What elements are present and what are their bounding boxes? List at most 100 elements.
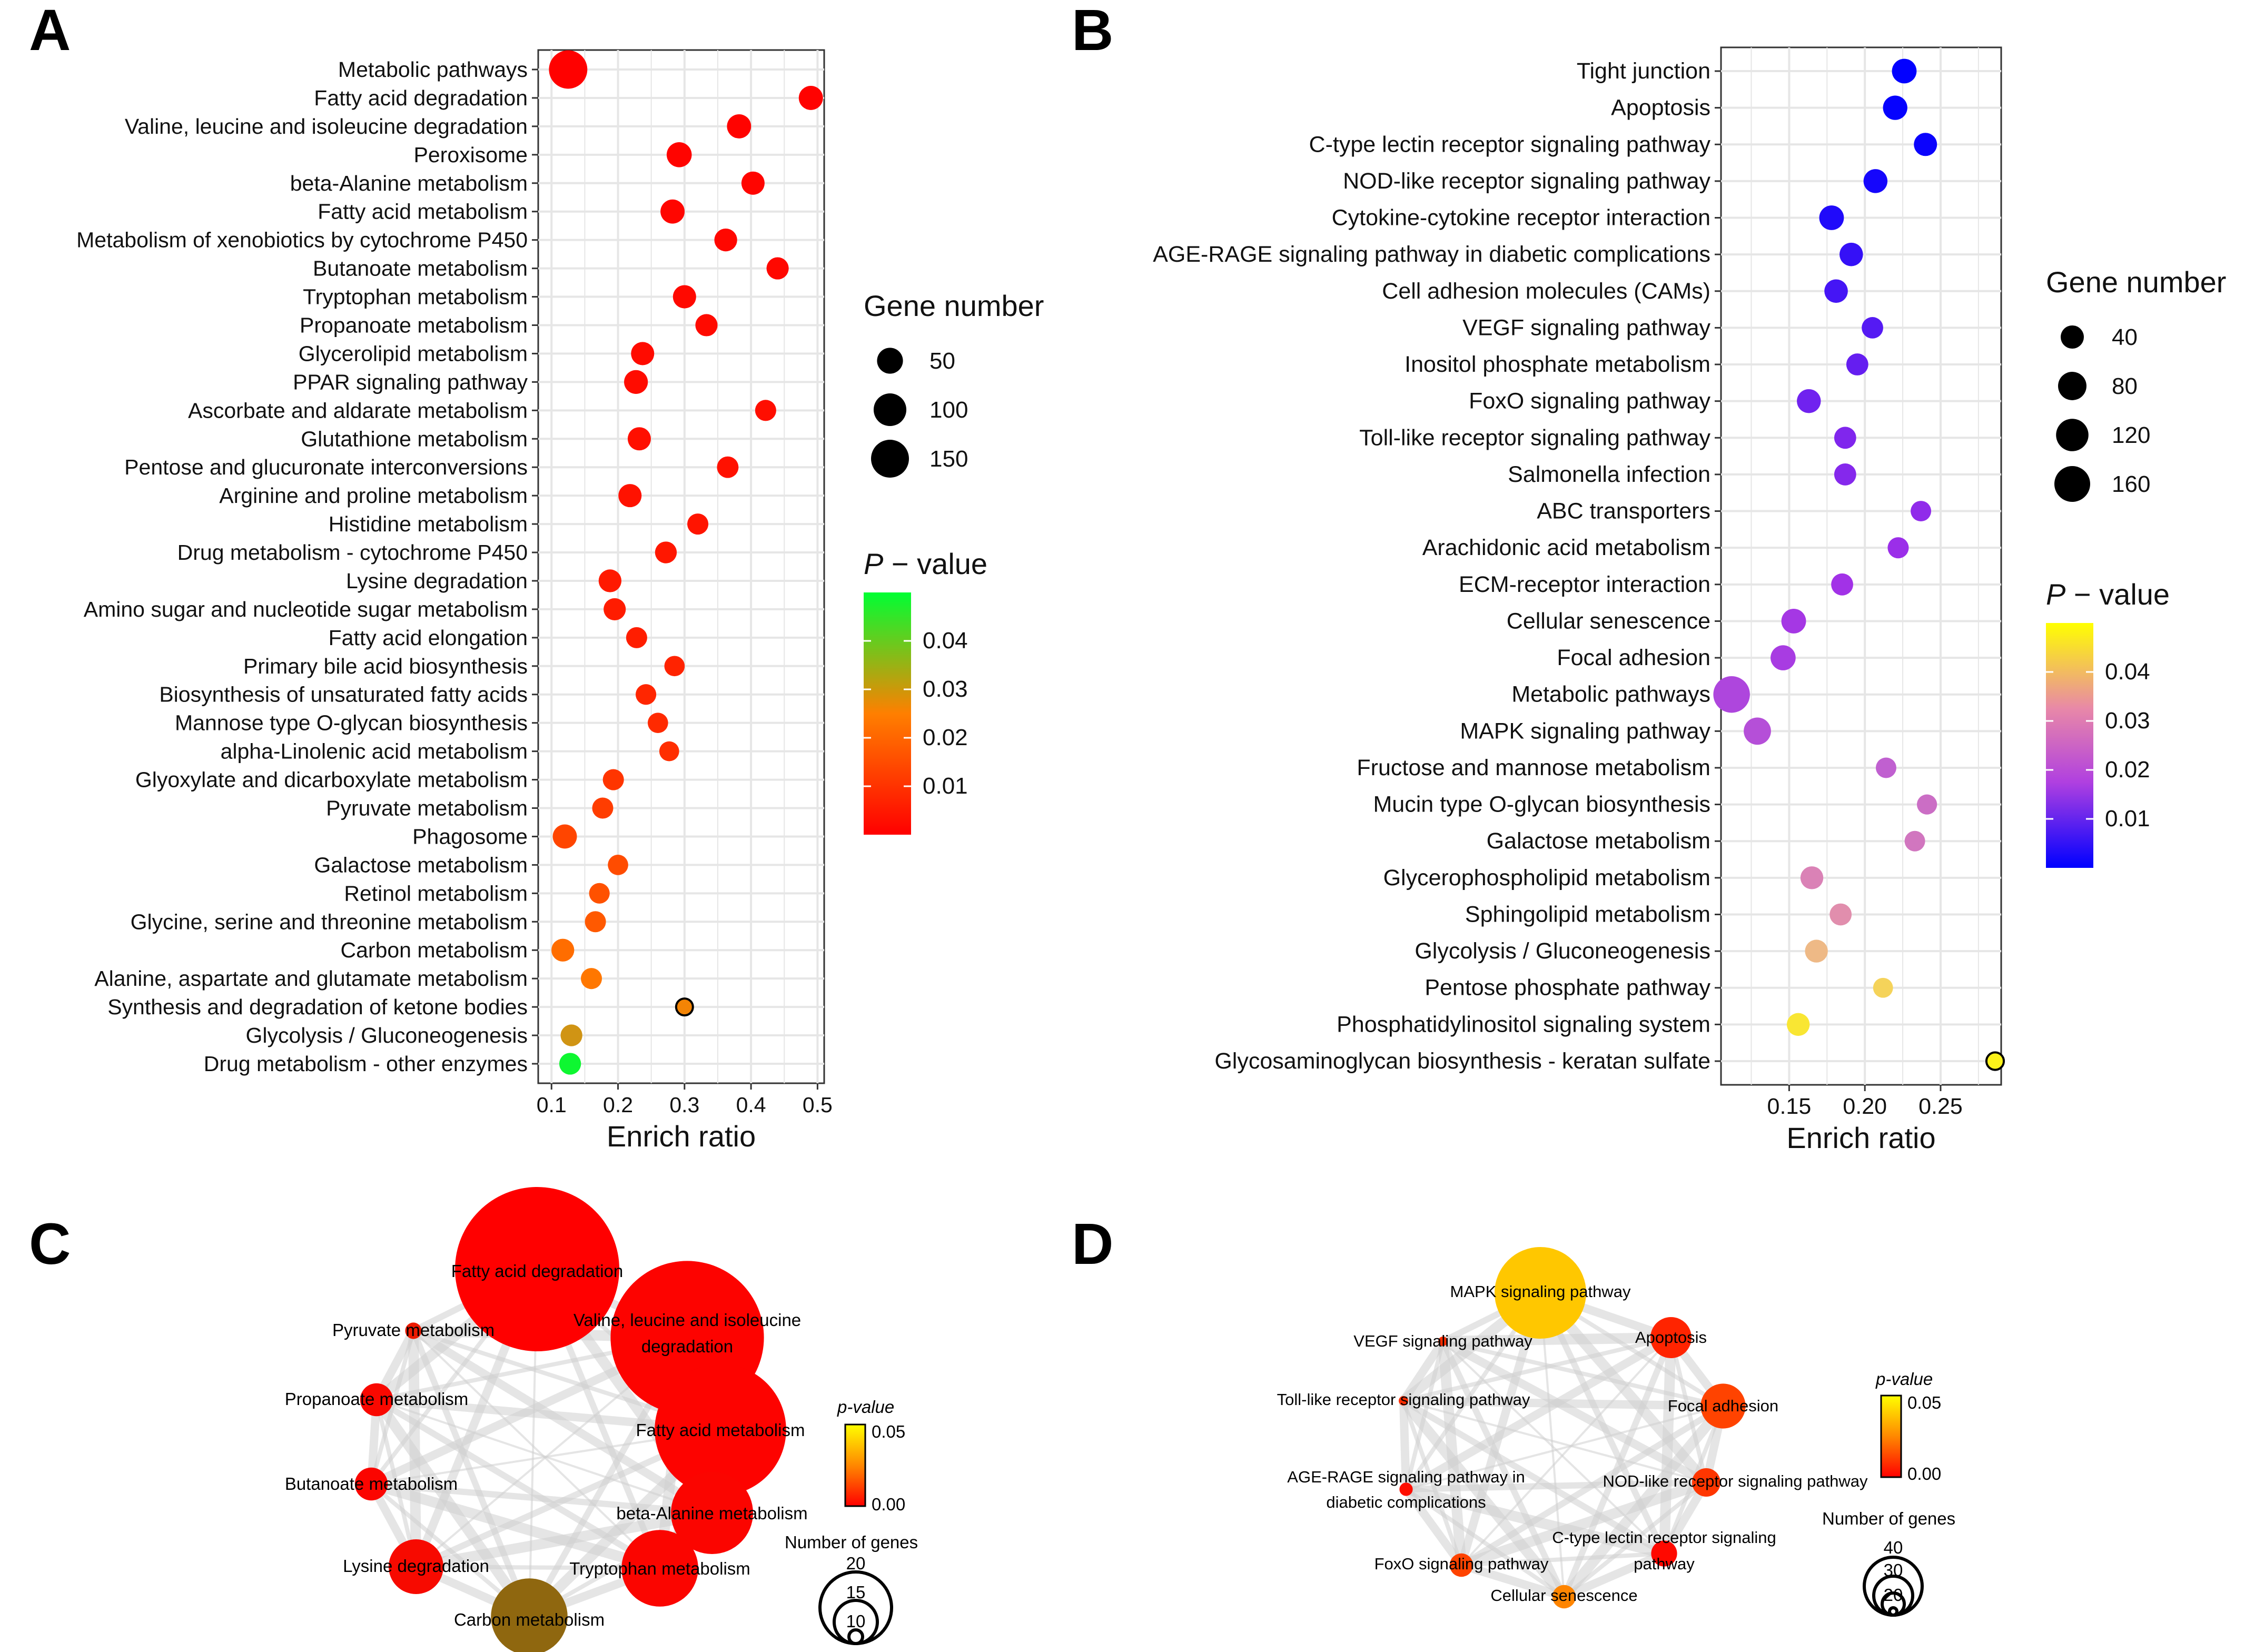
data-point: [660, 199, 685, 224]
y-tick-label: Glycerophospholipid metabolism: [1383, 865, 1710, 891]
network-edge: [1562, 1549, 1666, 1601]
color-legend-label: 0.02: [923, 725, 968, 750]
data-point: [1863, 169, 1888, 193]
y-tick-label: Peroxisome: [414, 143, 528, 167]
y-tick-label: beta-Alanine metabolism: [290, 171, 528, 195]
panel-letter-a: A: [29, 0, 71, 63]
network-d-label: VEGF signaling pathway: [1353, 1332, 1532, 1350]
x-tick-label: 0.3: [669, 1093, 699, 1117]
y-tick-label: Drug metabolism - cytochrome P450: [177, 540, 528, 565]
data-point: [549, 50, 588, 89]
color-legend-label: 0.01: [2105, 806, 2150, 832]
network-c-label: beta-Alanine metabolism: [616, 1503, 807, 1523]
network-edge: [1442, 1339, 1724, 1408]
y-tick-label: Galactose metabolism: [314, 853, 528, 877]
data-point: [1797, 389, 1821, 413]
data-point: [647, 713, 668, 734]
panel-a-dotplot: Metabolic pathways Fatty acid degradation…: [76, 49, 1044, 1153]
network-edge: [1400, 1339, 1447, 1403]
network-d-nodes: [1399, 1247, 1746, 1609]
data-point: [755, 400, 776, 421]
network-d-colorbar-tick: 0.05: [1907, 1393, 1941, 1412]
network-d-label: MAPK signaling pathway: [1450, 1282, 1631, 1301]
data-point: [631, 342, 655, 365]
network-d-size-legend: [1863, 1556, 1924, 1617]
y-tick-label: ECM-receptor interaction: [1459, 572, 1710, 597]
y-tick-label: alpha-Linolenic acid metabolism: [221, 739, 528, 764]
size-legend-dot: [877, 348, 903, 374]
plot-area: [537, 49, 825, 1084]
data-point: [618, 484, 642, 508]
network-c-label: Pyruvate metabolism: [332, 1320, 495, 1340]
y-tick-label: Synthesis and degradation of ketone bodi…: [107, 995, 528, 1019]
network-node: [655, 1364, 786, 1496]
y-tick-label: Glycolysis / Gluconeogenesis: [245, 1023, 528, 1047]
y-tick-label: Drug metabolism - other enzymes: [204, 1052, 528, 1076]
network-node: [1495, 1247, 1586, 1339]
network-node: [1399, 1482, 1413, 1496]
data-point: [1834, 463, 1856, 486]
data-point: [1713, 676, 1750, 713]
data-point: [1805, 939, 1828, 963]
network-edge: [1461, 1551, 1665, 1567]
network-edge: [374, 1399, 418, 1567]
data-point: [635, 684, 657, 705]
network-node: [1449, 1553, 1473, 1577]
data-point: [585, 911, 606, 933]
data-point: [1916, 794, 1937, 815]
network-c-colorbar-tick: 0.05: [872, 1422, 905, 1441]
y-tick-label: Histidine metabolism: [329, 512, 528, 536]
data-point: [1839, 242, 1863, 266]
network-edge: [1460, 1561, 1566, 1601]
network-node: [1692, 1468, 1720, 1497]
data-point: [1786, 1013, 1810, 1036]
data-point: [1819, 205, 1844, 230]
color-legend-label: 0.04: [923, 628, 968, 654]
network-c-colorbar-tick: 0.00: [872, 1495, 905, 1514]
size-legend-label: 120: [2112, 422, 2150, 448]
size-legend-dot: [2061, 325, 2084, 349]
x-tick-label: 0.20: [1843, 1094, 1887, 1119]
network-d-pvalue-title: p-value: [1875, 1369, 1933, 1389]
network-edge: [412, 1330, 661, 1569]
y-tick-label: Focal adhesion: [1557, 645, 1710, 670]
data-point: [727, 114, 751, 139]
network-c-label: Tryptophan metabolism: [569, 1559, 750, 1578]
network-edge: [1404, 1341, 1445, 1490]
y-tick-label: Butanoate metabolism: [313, 256, 528, 281]
y-tick-label: Glycerolipid metabolism: [299, 341, 528, 365]
network-edge: [1442, 1332, 1672, 1347]
size-legend-title: Gene number: [2046, 265, 2226, 299]
data-point: [560, 1024, 582, 1046]
y-tick-label: Valine, leucine and isoleucine degradati…: [125, 114, 528, 139]
data-point: [624, 370, 648, 394]
y-tick-label: Primary bile acid biosynthesis: [243, 654, 528, 678]
y-tick-label: Cell adhesion molecules (CAMs): [1382, 279, 1710, 304]
network-c-label: degradation: [641, 1337, 733, 1356]
color-legend-label: 0.04: [2105, 659, 2150, 685]
size-legend-dot: [871, 440, 909, 478]
data-point: [766, 257, 789, 280]
network-edge: [372, 1397, 534, 1620]
y-tick-label: Carbon metabolism: [341, 938, 528, 962]
size-legend-value: 30: [1884, 1560, 1903, 1580]
network-node: [455, 1187, 619, 1351]
data-point: [552, 824, 577, 849]
y-tick-label: Glycolysis / Gluconeogenesis: [1415, 938, 1710, 964]
network-edge: [1399, 1400, 1410, 1490]
size-legend-circle: [847, 1628, 864, 1645]
panel-c-network: Fatty acid degradation Valine, leucine a…: [285, 1187, 918, 1652]
data-point: [741, 171, 765, 195]
data-point: [1985, 1051, 2005, 1071]
y-tick-label: FoxO signaling pathway: [1469, 389, 1710, 414]
network-c-label: Fatty acid metabolism: [636, 1420, 805, 1440]
data-point: [592, 797, 614, 819]
size-legend-value: 10: [846, 1611, 866, 1631]
panel-letter-b: B: [1072, 0, 1113, 63]
y-tick-label: Metabolism of xenobiotics by cytochrome …: [76, 228, 528, 252]
y-tick-label: Glutathione metabolism: [301, 427, 528, 451]
panel-letter-d: D: [1072, 1212, 1113, 1277]
y-tick-label: Pentose and glucuronate interconversions: [124, 455, 528, 479]
y-tick-label: Metabolic pathways: [1511, 682, 1710, 707]
